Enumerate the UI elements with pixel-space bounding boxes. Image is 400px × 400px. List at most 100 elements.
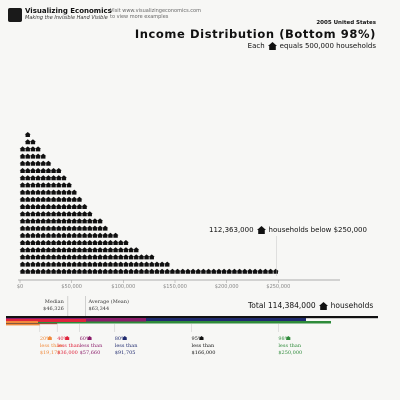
house-icon — [60, 218, 67, 224]
house-icon — [86, 247, 93, 253]
house-icon — [40, 240, 47, 245]
house-icon — [117, 254, 124, 260]
house-icon — [24, 146, 31, 152]
house-icon — [112, 240, 119, 245]
house-icon — [24, 232, 31, 238]
house-icon — [97, 232, 104, 238]
house-icon — [50, 261, 57, 267]
house-icon — [60, 225, 67, 231]
house-icon — [112, 261, 119, 267]
total-band — [6, 316, 378, 319]
house-icon — [19, 204, 26, 209]
house-icon — [35, 240, 42, 245]
house-icon — [19, 225, 26, 231]
house-icon — [35, 189, 42, 195]
house-icon — [35, 247, 42, 253]
house-icon — [19, 153, 26, 159]
below-250k-annotation: 112,363,000 households below $250,000 — [209, 226, 367, 234]
house-icon — [112, 232, 119, 238]
house-icon — [24, 132, 31, 137]
house-icon — [97, 254, 104, 260]
house-icon — [45, 232, 52, 238]
house-icon — [226, 268, 233, 274]
house-icon — [55, 254, 62, 260]
house-icon — [29, 204, 36, 209]
house-icon — [71, 232, 78, 238]
house-icon — [81, 204, 88, 209]
house-icon — [29, 189, 36, 195]
house-icon — [81, 225, 88, 231]
house-icon — [138, 268, 145, 274]
house-icon — [45, 247, 52, 253]
house-icon — [71, 247, 78, 253]
percentile-pct: 95% — [192, 336, 203, 342]
house-icon — [71, 254, 78, 260]
house-icon — [117, 268, 124, 274]
house-icon — [91, 218, 98, 224]
house-icon — [76, 268, 83, 274]
percentile-value: $166,000 — [192, 350, 216, 356]
house-icon — [159, 268, 166, 274]
house-icon — [81, 261, 88, 267]
house-icon — [55, 225, 62, 231]
house-icon — [45, 189, 52, 195]
house-icon — [71, 225, 78, 231]
house-icon — [55, 175, 62, 181]
brand-name[interactable]: Visualizing Economics — [25, 7, 112, 15]
house-icon — [55, 240, 62, 245]
house-icon — [40, 182, 47, 188]
house-icon — [50, 211, 57, 217]
total-label: Total 114,384,000 — [248, 301, 316, 310]
percentile-callout: 80%less than$91,705 — [114, 324, 138, 356]
house-icon — [267, 268, 274, 274]
house-icon — [55, 218, 62, 224]
house-icon — [112, 254, 119, 260]
house-icon — [24, 204, 31, 209]
percentile-callout: 40%less than$36,000 — [57, 324, 81, 356]
house-icon — [24, 261, 31, 267]
house-icon — [76, 204, 83, 209]
house-icon — [262, 268, 269, 274]
visit-link[interactable]: Visit www.visualizingeconomics.com — [110, 8, 201, 14]
house-icon — [45, 168, 52, 173]
percentile-value: $250,000 — [278, 350, 302, 356]
house-icon — [40, 160, 47, 166]
house-icon — [122, 261, 129, 267]
house-icon — [71, 189, 78, 195]
house-icon — [102, 232, 109, 238]
house-icon — [143, 254, 150, 260]
house-icon — [102, 261, 109, 267]
house-icon — [102, 240, 109, 245]
house-icon — [236, 268, 243, 274]
house-icon — [50, 168, 57, 173]
house-icon — [45, 204, 52, 209]
house-icon — [66, 261, 73, 267]
house-icon — [117, 240, 124, 245]
house-icon — [24, 254, 31, 260]
percentile-less: less than — [40, 343, 63, 349]
house-icon — [133, 254, 140, 260]
percentile-pct: 98% — [278, 336, 289, 342]
percentile-callout: 60%less than$57,660 — [79, 324, 103, 356]
house-icon — [107, 232, 114, 238]
house-icon — [24, 225, 31, 231]
house-icon — [71, 261, 78, 267]
x-tick-label: $200,000 — [215, 284, 239, 290]
percentile-less: less than — [57, 343, 80, 349]
house-icon — [159, 261, 166, 267]
house-icon — [148, 254, 155, 260]
house-icon — [50, 240, 57, 245]
house-icon — [71, 196, 78, 202]
house-icon — [50, 232, 57, 238]
house-icon — [29, 146, 36, 152]
house-icon — [66, 204, 73, 209]
house-icon — [128, 261, 135, 267]
house-icon — [40, 175, 47, 181]
house-icon — [35, 160, 42, 166]
house-icon — [285, 336, 291, 340]
house-icon — [19, 240, 26, 245]
house-icon — [19, 168, 26, 173]
house-icon — [71, 204, 78, 209]
house-icon — [19, 146, 26, 152]
house-icon — [29, 196, 36, 202]
